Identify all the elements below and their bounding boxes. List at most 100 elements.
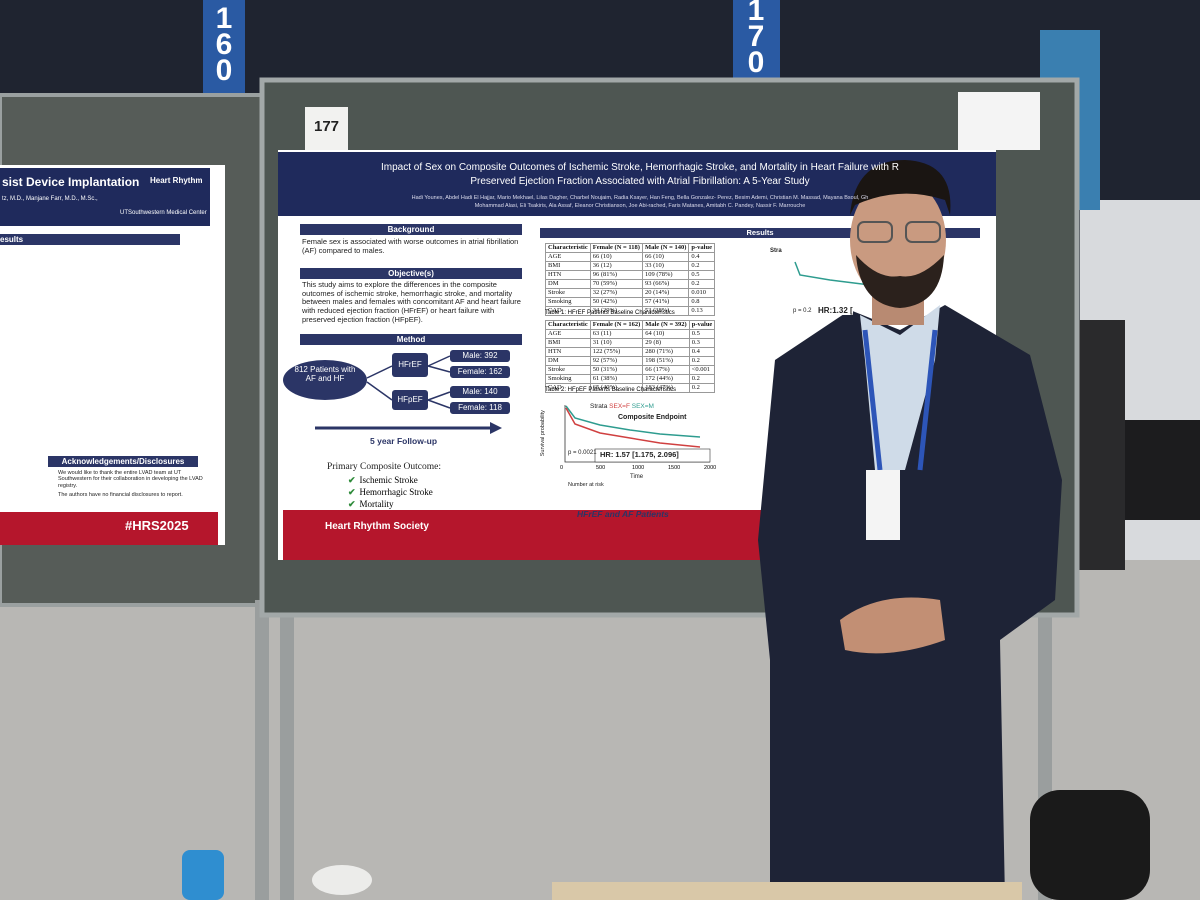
left-poster-title: sist Device Implantation bbox=[2, 175, 140, 189]
km-partial-hr: HR:1.32 [ bbox=[818, 306, 853, 316]
table-row: HTN 96 (81%) 109 (78%) 0.5 bbox=[545, 270, 715, 280]
method-count: Female: 162 bbox=[450, 366, 510, 378]
table-cell: 57 (41%) bbox=[641, 297, 690, 307]
left-poster-ack: We would like to thank the entire LVAD t… bbox=[58, 470, 203, 489]
outcome-text: Hemorrhagic Stroke bbox=[359, 487, 433, 497]
hands bbox=[840, 597, 945, 654]
section-heading: Objective(s) bbox=[300, 268, 522, 279]
badge bbox=[866, 470, 900, 540]
board-leg bbox=[280, 610, 294, 900]
method-root bbox=[283, 360, 367, 400]
table-cell: DM bbox=[545, 356, 591, 366]
backpack bbox=[1030, 790, 1150, 900]
km-curve-male bbox=[565, 405, 701, 438]
table-cell: 172 (44%) bbox=[642, 374, 690, 384]
km-x-tick: 1500 bbox=[668, 465, 681, 471]
table-cell: AGE bbox=[545, 252, 591, 262]
outcome-text: Mortality bbox=[359, 499, 394, 509]
outcome-item: ✔ Hemorrhagic Stroke bbox=[348, 487, 433, 498]
method-links bbox=[366, 355, 451, 409]
table-cell: Stroke bbox=[545, 365, 591, 375]
table-cell: 183 (47%) bbox=[642, 383, 690, 393]
km-curve-female bbox=[565, 407, 701, 448]
section-heading: Method bbox=[300, 334, 522, 345]
table-cell: 0.8 bbox=[688, 297, 715, 307]
poster-footer bbox=[283, 510, 783, 560]
table-cell: BMI bbox=[545, 338, 591, 348]
person bbox=[758, 160, 1062, 900]
baseline-table: Characteristic Female (N = 118) Male (N = … bbox=[545, 243, 715, 316]
left-poster-institution: UTSouthwestern Medical Center bbox=[120, 210, 207, 216]
sign-160 bbox=[203, 0, 245, 95]
km-y-label: Survival probability bbox=[539, 410, 546, 457]
header-cell: Female (N = 118) bbox=[589, 243, 643, 253]
header-cell: Characteristic bbox=[545, 320, 591, 330]
km-plot bbox=[564, 405, 711, 463]
header-cell: Male (N = 140) bbox=[641, 243, 690, 253]
glasses bbox=[905, 221, 941, 243]
table-cell: 33 (10) bbox=[641, 261, 690, 271]
km-caption: HFrEF and AF Patients bbox=[577, 509, 669, 519]
table-row: BMI 31 (10) 29 (8) 0.3 bbox=[545, 338, 716, 348]
km-legend-entry: SEX=F bbox=[609, 403, 630, 410]
hair bbox=[850, 160, 951, 215]
table-cell: Smoking bbox=[545, 297, 591, 307]
table-cell: 20 (14%) bbox=[641, 288, 690, 298]
km-title: Composite Endpoint bbox=[618, 414, 687, 421]
km-p-value: p = 0.0021 bbox=[568, 450, 597, 456]
outcome-heading: Primary Composite Outcome: bbox=[327, 462, 441, 472]
table-cell: 64 (10) bbox=[642, 329, 690, 339]
poster-authors: Hadi Younes, Abdel Hadi El Hajjar, Mario… bbox=[411, 195, 869, 201]
table-cell: 29 (8) bbox=[642, 338, 690, 348]
header-cell: Male (N = 392) bbox=[642, 320, 690, 330]
check-icon: ✔ bbox=[348, 499, 356, 509]
results-heading: Results bbox=[746, 228, 774, 237]
table-row: DM 70 (59%) 93 (66%) 0.2 bbox=[545, 279, 715, 289]
board-number-card bbox=[305, 107, 348, 151]
table-header: Characteristic Female (N = 162) Male (N = … bbox=[545, 320, 716, 330]
left-poster-authors: tz, M.D., Manjane Farr, M.D., M.Sc., bbox=[2, 196, 98, 202]
table-row: Smoking 61 (38%) 172 (44%) 0.2 bbox=[545, 374, 716, 384]
header-cell: Characteristic bbox=[545, 243, 591, 253]
table-cell: Stroke bbox=[545, 288, 591, 298]
table-cell: 280 (71%) bbox=[642, 347, 690, 357]
sign-number: 170 bbox=[747, 0, 765, 79]
table-row: Stroke 50 (31%) 66 (17%) <0.001 bbox=[545, 365, 716, 375]
table-cell: 0.13 bbox=[688, 306, 715, 316]
table-cell: HTN bbox=[545, 347, 591, 357]
table-cell: 0.5 bbox=[688, 329, 716, 339]
sign-170 bbox=[733, 0, 780, 85]
outcome-text: Ischemic Stroke bbox=[359, 475, 418, 485]
baseline-table: Characteristic Female (N = 162) Male (N = … bbox=[545, 320, 716, 393]
left-poster-logo: Heart Rhythm bbox=[150, 176, 203, 185]
floor-plate bbox=[312, 865, 372, 895]
table-row: BMI 36 (12) 33 (10) 0.2 bbox=[545, 261, 715, 271]
table-cell: 92 (57%) bbox=[589, 356, 644, 366]
table-cell: 50 (42%) bbox=[589, 297, 643, 307]
table-row: DM 92 (57%) 198 (51%) 0.2 bbox=[545, 356, 716, 366]
km-partial-p: p = 0.2 bbox=[793, 308, 812, 314]
table-cell: 0.2 bbox=[688, 356, 716, 366]
poster-title: Preserved Ejection Fraction Associated w… bbox=[470, 176, 810, 187]
km-x-tick: 500 bbox=[596, 465, 606, 471]
sign-number: 160 bbox=[215, 2, 233, 87]
table-caption: Table 2: HFpEF Patients Baseline Charact… bbox=[545, 387, 677, 393]
table-cell: 0.4 bbox=[688, 347, 716, 357]
followup-arrowhead bbox=[490, 422, 502, 434]
table-row: HTN 122 (75%) 280 (71%) 0.4 bbox=[545, 347, 716, 357]
km-hr: HR: 1.57 [1.175, 2.096] bbox=[600, 450, 679, 459]
results-bar bbox=[540, 228, 980, 238]
beard bbox=[856, 255, 944, 308]
left-poster-section: esults bbox=[0, 234, 180, 245]
km-partial-curve bbox=[794, 261, 871, 286]
table-cell: 0.2 bbox=[688, 383, 716, 393]
method-followup: 5 year Follow-up bbox=[370, 436, 438, 446]
km-x-tick: 0 bbox=[560, 465, 564, 471]
km-x-label: Time bbox=[630, 474, 644, 480]
km-risk-label: Number at risk bbox=[568, 482, 604, 488]
table-cell: AGE bbox=[545, 329, 591, 339]
table-cell: 66 (10) bbox=[589, 252, 643, 262]
outcome-item: ✔ Mortality bbox=[348, 499, 394, 510]
method-group: HFrEF bbox=[392, 353, 428, 377]
